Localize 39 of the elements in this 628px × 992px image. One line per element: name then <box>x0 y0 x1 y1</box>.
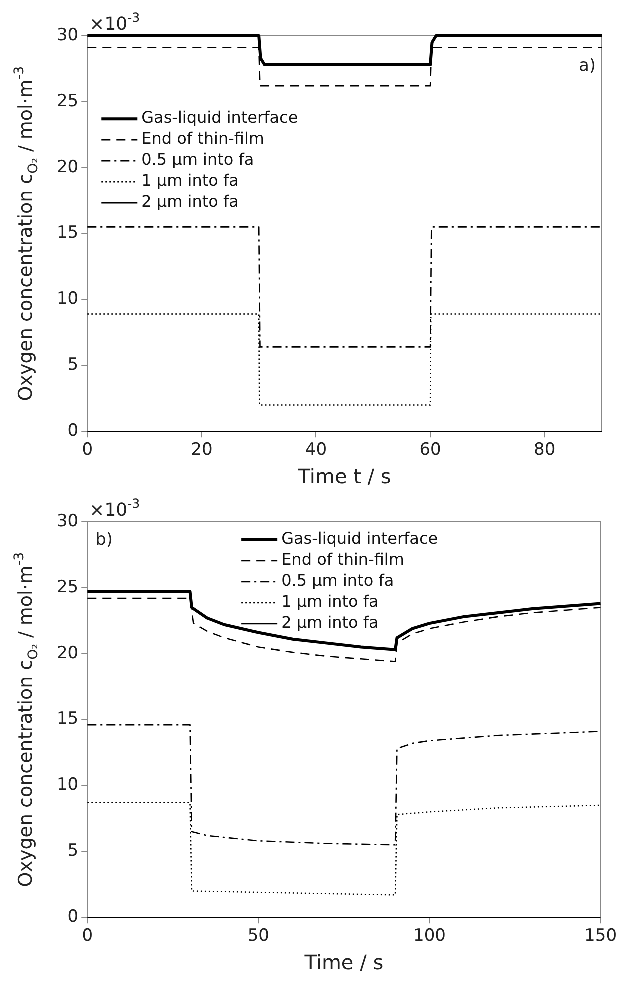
y-tick-label: 5 <box>68 841 79 862</box>
x-axis-title: Time / s <box>304 950 384 975</box>
x-tick-label: 100 <box>414 926 446 946</box>
x-tick-label: 150 <box>584 926 618 946</box>
y-tick-label: 5 <box>68 355 79 376</box>
x-axis-title: Time t / s <box>297 464 392 489</box>
legend-label: 0.5 µm into fa <box>282 571 394 590</box>
y-tick-label: 10 <box>56 775 79 796</box>
x-tick-label: 50 <box>248 926 270 946</box>
legend-label: Gas-liquid interface <box>142 108 298 128</box>
y-tick-label: 15 <box>56 223 79 244</box>
x-tick-label: 60 <box>420 440 442 460</box>
x-tick-label: 20 <box>191 440 213 460</box>
legend-label: 2 µm into fa <box>142 192 239 212</box>
y-tick-label: 25 <box>56 91 79 112</box>
y-tick-label: 20 <box>56 643 79 664</box>
y-tick-label: 0 <box>68 421 79 442</box>
y-axis-title: Oxygen concentration cO₂ / mol·m-3 <box>12 552 42 888</box>
y-tick-label: 30 <box>56 25 79 46</box>
legend-label: 0.5 µm into fa <box>142 150 254 170</box>
legend-label: 1 µm into fa <box>142 171 239 190</box>
legend-label: Gas-liquid interface <box>282 529 438 548</box>
x-tick-label: 0 <box>82 926 94 946</box>
x-tick-label: 80 <box>534 440 556 460</box>
y-tick-label: 30 <box>56 511 79 532</box>
legend-label: End of thin-film <box>282 550 404 570</box>
x-tick-label: 40 <box>305 440 328 460</box>
y-axis-title: Oxygen concentration cO₂ / mol·m-3 <box>12 66 42 402</box>
legend-label: 1 µm into fa <box>282 592 379 612</box>
y-tick-label: 10 <box>56 289 79 310</box>
y-tick-label: 20 <box>56 157 79 178</box>
legend-label: 2 µm into fa <box>282 613 379 632</box>
y-tick-label: 15 <box>56 709 79 730</box>
annotation: b) <box>96 530 114 550</box>
legend-label: End of thin-film <box>142 129 265 148</box>
x-tick-label: 0 <box>82 440 94 460</box>
y-tick-label: 0 <box>68 907 79 928</box>
annotation: a) <box>578 56 596 76</box>
y-tick-label: 25 <box>56 577 79 598</box>
